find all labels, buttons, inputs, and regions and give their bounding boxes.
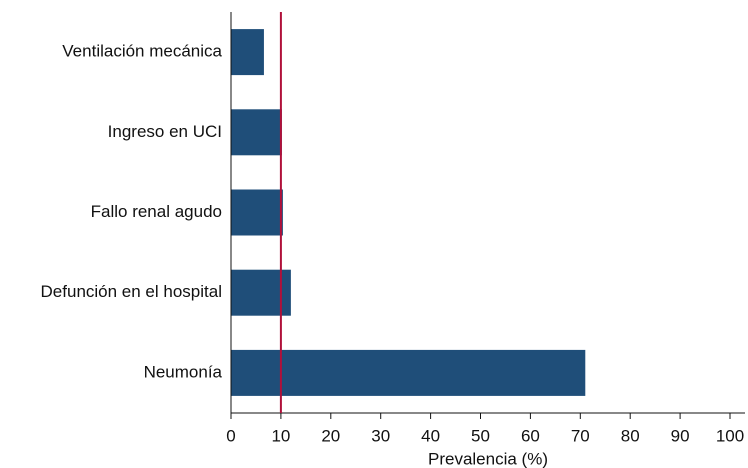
x-tick-label: 50 (471, 426, 490, 445)
x-tick-label: 80 (621, 426, 640, 445)
y-tick-label: Ingreso en UCI (108, 122, 222, 141)
x-tick-label: 70 (571, 426, 590, 445)
x-tick-label: 20 (321, 426, 340, 445)
x-tick-label: 30 (371, 426, 390, 445)
x-tick-label: 40 (421, 426, 440, 445)
bar (231, 189, 283, 236)
x-axis-label: Prevalencia (%) (428, 449, 548, 468)
x-tick-label: 60 (521, 426, 540, 445)
bar (231, 109, 282, 156)
x-tick-label: 10 (271, 426, 290, 445)
bar (231, 349, 586, 396)
y-tick-label: Ventilación mecánica (62, 42, 222, 61)
x-tick-label: 90 (671, 426, 690, 445)
y-tick-label: Neumonía (144, 362, 223, 381)
x-tick-label: 0 (226, 426, 235, 445)
y-tick-label: Defunción en el hospital (41, 282, 222, 301)
y-tick-label: Fallo renal agudo (91, 202, 222, 221)
x-tick-label: 100 (716, 426, 744, 445)
bar (231, 29, 264, 76)
